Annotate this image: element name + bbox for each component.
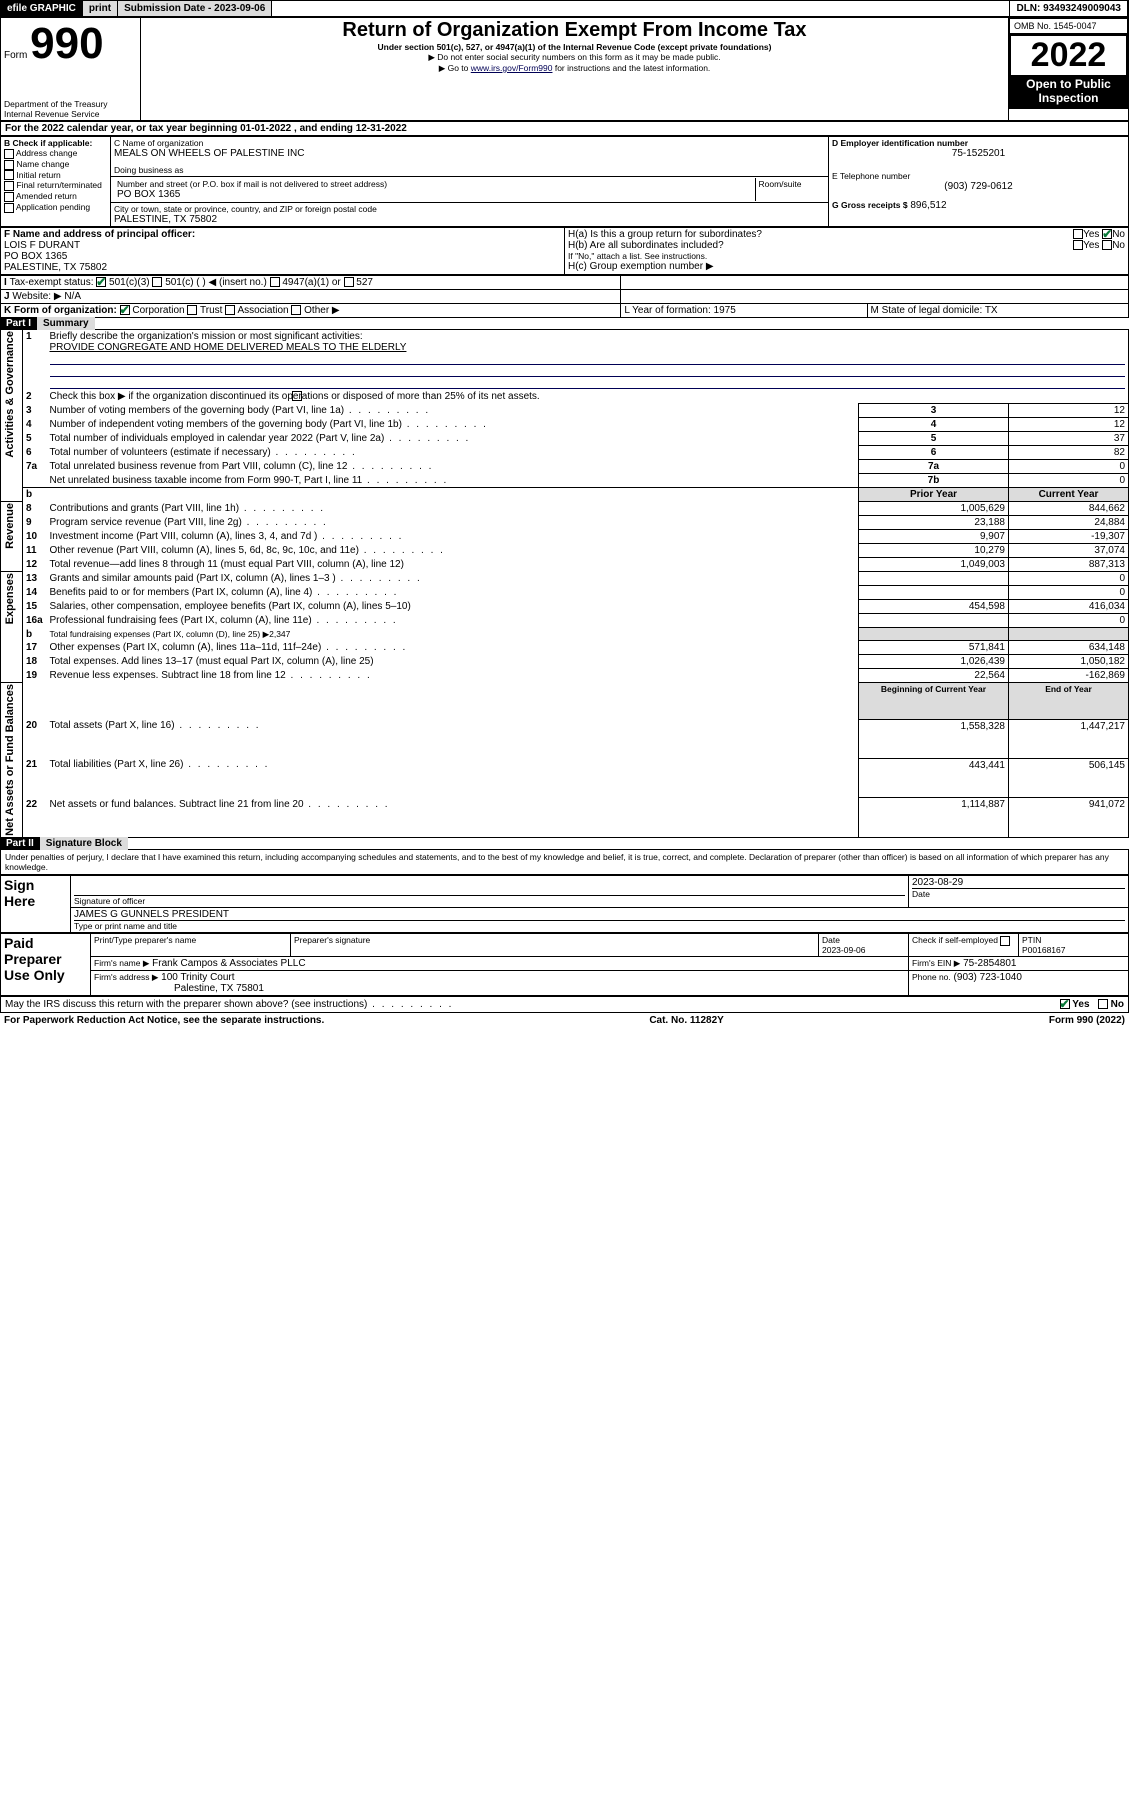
irs: Internal Revenue Service (4, 109, 137, 119)
open-public: Open to Public Inspection (1011, 75, 1126, 107)
side-ag: Activities & Governance (4, 331, 16, 458)
ptin: P00168167 (1022, 945, 1066, 955)
officer-name: LOIS F DURANT (4, 240, 80, 251)
firm-addr1: 100 Trinity Court (161, 972, 234, 983)
firm-phone: (903) 723-1040 (954, 972, 1022, 983)
box-b-label: B Check if applicable: (4, 138, 107, 148)
dept: Department of the Treasury (4, 99, 137, 109)
prep-date: 2023-09-06 (822, 945, 865, 955)
print-button[interactable]: print (83, 1, 118, 16)
chk-name: Name change (4, 159, 107, 170)
firm-ein: 75-2854801 (963, 958, 1016, 969)
dln: DLN: 93493249009043 (1010, 1, 1128, 16)
info-grid: B Check if applicable: Address change Na… (0, 136, 1129, 227)
part1-table: Activities & Governance 1 Briefly descri… (0, 329, 1129, 838)
side-rev: Revenue (4, 503, 16, 549)
city: PALESTINE, TX 75802 (114, 214, 825, 225)
ijk-row: I Tax-exempt status: 501(c)(3) 501(c) ( … (0, 275, 1129, 318)
h-a: H(a) Is this a group return for subordin… (568, 229, 1125, 240)
h-c: H(c) Group exemption number ▶ (568, 261, 1125, 272)
officer-print: JAMES G GUNNELS PRESIDENT (74, 909, 1125, 920)
mission: PROVIDE CONGREGATE AND HOME DELIVERED ME… (50, 342, 407, 353)
form-word: Form (4, 50, 27, 61)
chk-amended: Amended return (4, 191, 107, 202)
form-header: Form 990 Department of the Treasury Inte… (0, 17, 1129, 121)
omb: OMB No. 1545-0047 (1009, 18, 1128, 34)
note1: ▶ Do not enter social security numbers o… (144, 52, 1005, 63)
room-label: Room/suite (755, 178, 825, 201)
fh-row: F Name and address of principal officer:… (0, 227, 1129, 275)
paid-preparer: Paid Preparer Use Only Print/Type prepar… (0, 933, 1129, 996)
subtitle: Under section 501(c), 527, or 4947(a)(1)… (144, 42, 1005, 52)
form-number: 990 (30, 19, 103, 68)
h-b: H(b) Are all subordinates included? Yes … (568, 240, 1125, 251)
phone: (903) 729-0612 (832, 181, 1125, 192)
box-g: G Gross receipts $ 896,512 (832, 200, 1125, 211)
chk-initial: Initial return (4, 170, 107, 181)
line-l: L Year of formation: 1975 (621, 304, 867, 318)
form-title: Return of Organization Exempt From Incom… (144, 19, 1005, 42)
firm-addr2: Palestine, TX 75801 (174, 983, 264, 994)
discuss-row: May the IRS discuss this return with the… (0, 996, 1129, 1013)
sign-here: Sign Here Signature of officer 2023-08-2… (0, 875, 1129, 933)
toolbar: efile GRAPHIC print Submission Date - 20… (0, 0, 1129, 17)
side-na: Net Assets or Fund Balances (4, 684, 16, 836)
note2: ▶ Go to www.irs.gov/Form990 for instruct… (144, 63, 1005, 74)
sign-date: 2023-08-29 (912, 877, 1125, 888)
street: PO BOX 1365 (117, 189, 752, 200)
part1-header: Part ISummary (0, 318, 1129, 329)
form990-link[interactable]: www.irs.gov/Form990 (471, 63, 553, 73)
website: N/A (64, 291, 81, 302)
firm-name: Frank Campos & Associates PLLC (152, 958, 305, 969)
chk-pending: Application pending (4, 202, 107, 213)
declaration: Under penalties of perjury, I declare th… (0, 849, 1129, 875)
submission-date: Submission Date - 2023-09-06 (118, 1, 272, 16)
chk-address: Address change (4, 148, 107, 159)
efile-label: efile GRAPHIC (1, 1, 83, 16)
box-c-label: C Name of organization (114, 138, 825, 148)
org-name: MEALS ON WHEELS OF PALESTINE INC (114, 148, 825, 159)
line-a: For the 2022 calendar year, or tax year … (0, 121, 1129, 136)
part2-header: Part IISignature Block (0, 838, 1129, 849)
line-m: M State of legal domicile: TX (867, 304, 1129, 318)
side-exp: Expenses (4, 573, 16, 624)
box-d-label: D Employer identification number (832, 138, 1125, 148)
dba-label: Doing business as (114, 165, 825, 175)
tax-year: 2022 (1011, 36, 1126, 75)
box-e-label: E Telephone number (832, 171, 1125, 181)
chk-final: Final return/terminated (4, 180, 107, 191)
ein: 75-1525201 (832, 148, 1125, 159)
page-footer: For Paperwork Reduction Act Notice, see … (0, 1013, 1129, 1028)
year-box: 2022 Open to Public Inspection (1009, 34, 1128, 109)
